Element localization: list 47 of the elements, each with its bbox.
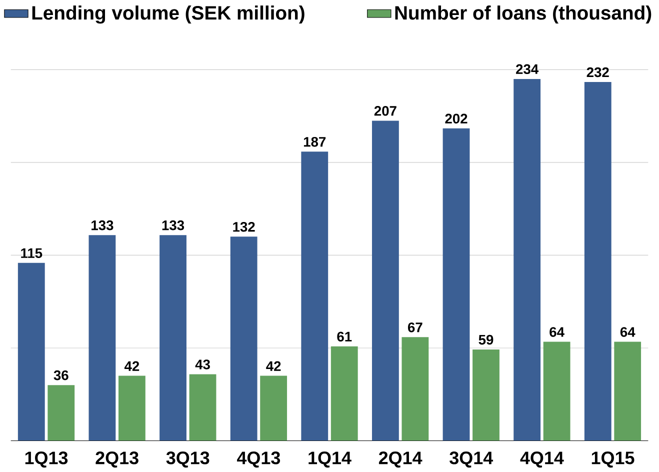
bar: [48, 384, 75, 441]
data-label: 43: [195, 359, 210, 370]
data-label: 59: [478, 334, 494, 345]
bar: [442, 128, 470, 441]
x-tick-label: 3Q13: [166, 451, 210, 468]
bar: [301, 152, 328, 441]
data-label: 64: [620, 327, 636, 337]
data-label: 187: [304, 136, 326, 147]
bar: [118, 376, 146, 441]
data-label: 133: [92, 220, 114, 230]
x-tick-label: 4Q14: [520, 451, 564, 468]
bar: [330, 346, 358, 441]
data-label: 36: [54, 370, 68, 380]
x-tick-label: 3Q14: [450, 451, 494, 468]
bar: [230, 236, 258, 441]
data-label: 232: [586, 67, 609, 78]
bar: [514, 78, 541, 441]
x-tick-label: 1Q13: [25, 451, 68, 468]
x-tick-label: 2Q13: [96, 451, 138, 468]
bar: [543, 342, 570, 441]
x-tick-label: 4Q13: [236, 451, 280, 468]
data-label: 115: [21, 248, 42, 258]
data-label: 207: [374, 106, 396, 116]
x-tick-label: 1Q14: [308, 451, 352, 468]
legend-label: Number of loans (thousand): [395, 5, 652, 24]
legend-label: Lending volume (SEK million): [32, 5, 304, 24]
data-label: 64: [550, 327, 564, 337]
data-label: 42: [266, 361, 281, 371]
data-label: 133: [162, 220, 184, 230]
bar: [160, 234, 186, 441]
x-tick-label: 2Q14: [378, 451, 422, 468]
data-label: 132: [233, 222, 255, 232]
bar: [472, 349, 500, 441]
bar: [402, 337, 429, 441]
data-label: 234: [516, 64, 539, 74]
bar: [18, 262, 45, 441]
bar: [584, 82, 612, 441]
data-label: 61: [337, 332, 352, 342]
x-tick-label: 1Q15: [592, 451, 634, 468]
bar: [260, 376, 288, 441]
bar: [189, 374, 216, 441]
data-label: 67: [408, 322, 422, 332]
bar: [614, 342, 642, 441]
bar: [88, 234, 116, 441]
bar: [372, 120, 399, 441]
data-label: 202: [445, 114, 468, 124]
data-label: 42: [124, 361, 140, 371]
